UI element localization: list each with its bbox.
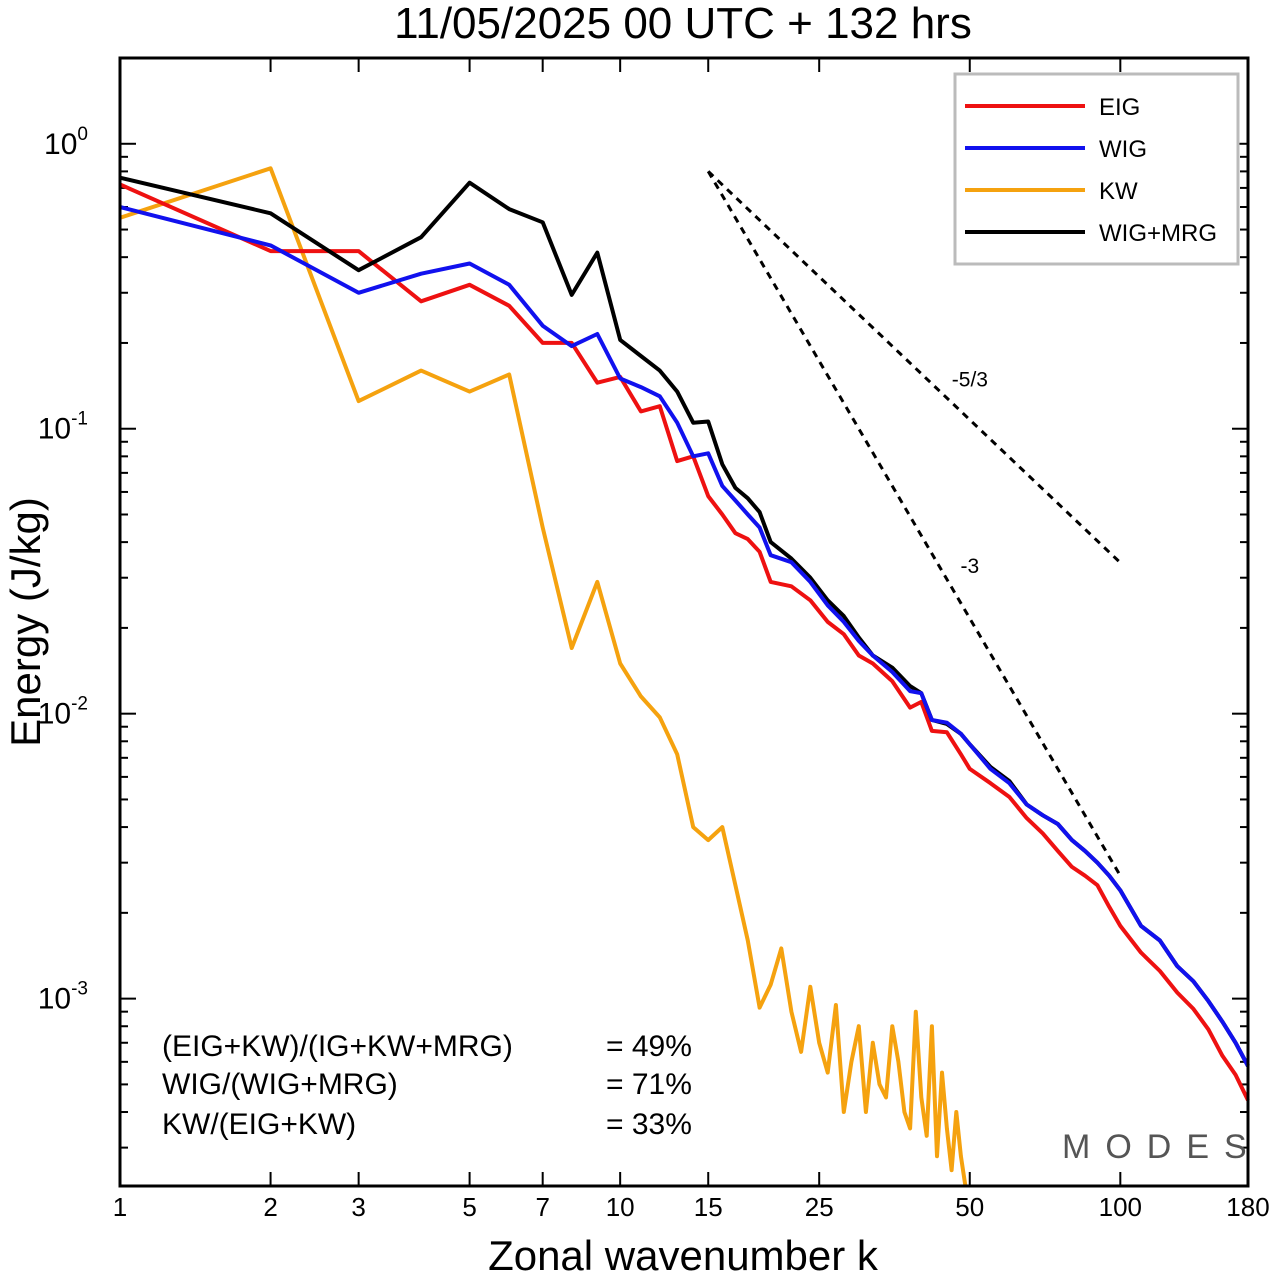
annotation-label-eig-kw: (EIG+KW)/(IG+KW+MRG): [162, 1030, 513, 1063]
series-line-eig: [119, 182, 1250, 1102]
series-line-wig-mrg: [119, 175, 1250, 1067]
x-tick-label: 5: [462, 1192, 476, 1222]
legend-label-wig: WIG: [1099, 136, 1147, 163]
x-tick-label: 100: [1099, 1192, 1142, 1222]
y-tick-labels: 100 10-1 10-2 10-3: [38, 124, 88, 1016]
annotation-label-wig: WIG/(WIG+MRG): [162, 1068, 398, 1101]
plot-frame: [118, 56, 1250, 1188]
x-tick-label: 7: [535, 1192, 549, 1222]
annotation-label-kw: KW/(EIG+KW): [162, 1108, 356, 1141]
y-tick-label: 10-2: [38, 694, 88, 731]
reference-slope-lines: -5/3 -3: [706, 170, 1122, 877]
x-tick-labels: 1 2 3 5 7 10 15 25 50 100 180: [113, 1192, 1270, 1222]
reference-line-label: -5/3: [952, 369, 988, 392]
x-tick-label: 10: [606, 1192, 635, 1222]
series-line-kw: [119, 166, 968, 1187]
legend-entries: EIG WIG KW WIG+MRG: [965, 94, 1217, 247]
annotation-value-eig-kw: = 49%: [606, 1030, 692, 1063]
legend-label-kw: KW: [1099, 178, 1138, 205]
y-axis-label: Energy (J/kg): [2, 497, 49, 747]
annotation-value-kw: = 33%: [606, 1108, 692, 1141]
annotation-value-wig: = 71%: [606, 1068, 692, 1101]
modes-logo: MODES: [1062, 1128, 1262, 1166]
x-tick-label: 15: [694, 1192, 723, 1222]
x-tick-label: 2: [263, 1192, 277, 1222]
reference-line-slope: [707, 170, 1122, 564]
series-layer: [119, 166, 1250, 1187]
series-line-wig: [119, 205, 1250, 1067]
x-tick-label: 3: [351, 1192, 365, 1222]
reference-line-label: -3: [961, 555, 980, 578]
x-tick-label: 1: [113, 1192, 127, 1222]
x-tick-label: 180: [1226, 1192, 1269, 1222]
y-tick-label: 10-3: [38, 979, 88, 1016]
y-tick-label: 100: [44, 124, 88, 161]
x-tick-label: 50: [955, 1192, 984, 1222]
y-tick-label: 10-1: [38, 409, 88, 446]
legend-label-wig-mrg: WIG+MRG: [1099, 220, 1217, 247]
x-tick-label: 25: [805, 1192, 834, 1222]
chart-title: 11/05/2025 00 UTC + 132 hrs: [394, 0, 972, 48]
legend: EIG WIG KW WIG+MRG: [953, 72, 1240, 266]
ratio-annotations: (EIG+KW)/(IG+KW+MRG) = 49% WIG/(WIG+MRG)…: [162, 1030, 692, 1141]
reference-line-slope: [706, 170, 1122, 877]
x-axis-label: Zonal wavenumber k: [488, 1232, 879, 1279]
legend-label-eig: EIG: [1099, 94, 1140, 121]
